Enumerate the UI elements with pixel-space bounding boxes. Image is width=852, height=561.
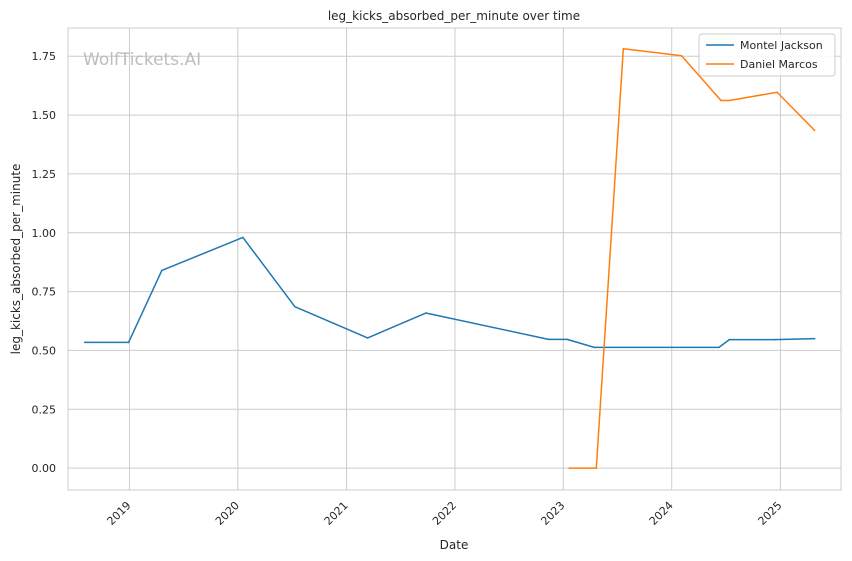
y-tick-label: 1.75 [32, 50, 57, 63]
watermark-text: WolfTickets.AI [83, 50, 201, 70]
y-tick-label: 0.00 [32, 462, 57, 475]
data-point [566, 338, 568, 341]
data-point [425, 312, 427, 314]
data-point [127, 341, 130, 344]
legend-label: Montel Jackson [740, 39, 823, 52]
y-tick-label: 1.25 [32, 168, 57, 181]
y-tick-label: 1.00 [32, 227, 57, 240]
plot-frame [67, 27, 842, 491]
data-point [84, 341, 86, 344]
data-point [568, 467, 571, 469]
data-point [622, 47, 625, 50]
series-line-daniel-marcos [568, 47, 816, 469]
data-point [595, 467, 598, 469]
y-tick-label: 0.25 [32, 403, 57, 416]
data-point [242, 236, 244, 239]
data-point [366, 337, 369, 339]
data-point [776, 91, 778, 94]
data-point [161, 269, 163, 272]
legend-entries: Montel Jackson Daniel Marcos [706, 39, 823, 71]
y-axis-title: leg_kicks_absorbed_per_minute [9, 164, 23, 355]
y-tick-label: 0.75 [32, 286, 57, 299]
data-point [680, 54, 683, 57]
legend-label: Daniel Marcos [740, 58, 818, 71]
data-point [720, 99, 722, 102]
data-point [718, 346, 720, 349]
data-point [547, 338, 550, 341]
grid-lines [68, 28, 841, 490]
chart-title: leg_kicks_absorbed_per_minute over time [328, 9, 580, 23]
y-tick-labels: 0.00 0.25 0.50 0.75 1.00 1.25 1.50 1.75 [32, 50, 57, 475]
series-line-montel-jackson [84, 236, 816, 349]
legend: Montel Jackson Daniel Marcos [698, 33, 836, 77]
data-point [813, 129, 816, 132]
data-point [728, 338, 731, 341]
y-tick-label: 1.50 [32, 109, 57, 122]
data-point [294, 305, 296, 308]
x-axis-title: Date [440, 538, 469, 552]
data-point [813, 337, 816, 340]
data-point [774, 338, 776, 341]
y-tick-label: 0.50 [32, 344, 57, 357]
series-layer [84, 47, 816, 469]
data-point [593, 346, 596, 349]
data-point [728, 99, 731, 102]
